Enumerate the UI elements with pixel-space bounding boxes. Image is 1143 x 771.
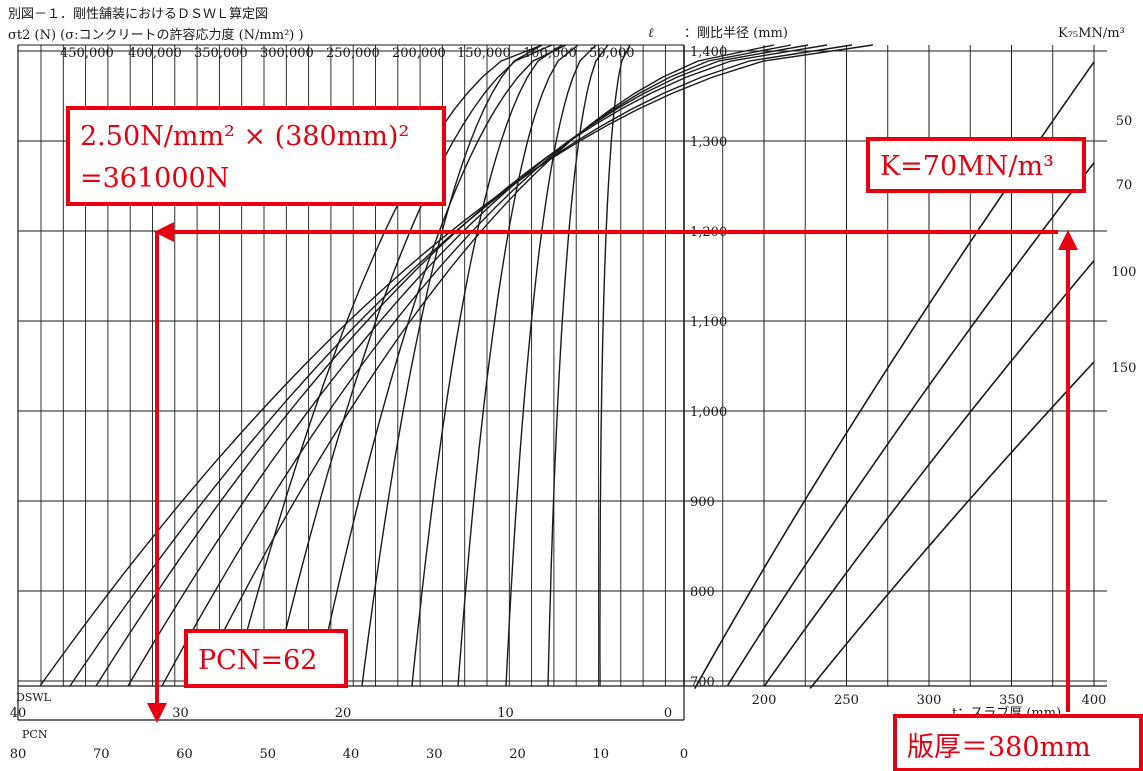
center-axis-tick: 700 xyxy=(690,675,715,690)
stress-curve xyxy=(361,44,543,687)
dswl-tick: 10 xyxy=(497,706,514,721)
sigma-tick: 450,000 xyxy=(60,46,114,61)
sigma-tick: 200,000 xyxy=(392,46,446,61)
pcn-tick: 60 xyxy=(176,747,193,762)
pcn-tick: 20 xyxy=(509,747,526,762)
k-axis-label: K₇₅MN/m³ xyxy=(1058,26,1125,41)
sigma-tick: 250,000 xyxy=(326,46,380,61)
stress-curve xyxy=(547,44,609,687)
sigma-tick: 50,000 xyxy=(589,46,635,61)
center-axis-tick: 1,300 xyxy=(690,135,727,150)
stress-curve xyxy=(599,44,631,686)
chart-grid xyxy=(17,44,1107,721)
k-value-text: K=70MN/m³ xyxy=(880,151,1054,182)
pcn-down-arrowhead xyxy=(147,703,167,723)
k-series-lines xyxy=(694,61,1095,689)
center-axis-tick: 1,400 xyxy=(690,45,727,60)
dswl-tick: 0 xyxy=(664,706,672,721)
stress-curves xyxy=(39,44,874,687)
center-axis-tick: 800 xyxy=(690,585,715,600)
pcn-result-text: PCN=62 xyxy=(198,645,317,676)
dswl-tick: 20 xyxy=(335,706,352,721)
pcn-tick: 70 xyxy=(93,747,110,762)
stress-curve xyxy=(505,44,597,687)
stress-curve xyxy=(271,44,553,687)
dswl-tick: 30 xyxy=(172,706,189,721)
k-value-box xyxy=(866,137,1086,193)
pcn-result-box xyxy=(184,629,348,688)
center-axis-tick: 900 xyxy=(690,495,715,510)
k-series-label: 50 xyxy=(1116,114,1133,129)
stress-curve xyxy=(315,44,567,687)
stress-curve xyxy=(39,44,874,687)
k-series-line xyxy=(809,361,1095,689)
pcn-tick: 30 xyxy=(426,747,443,762)
slab-up-arrowhead xyxy=(1058,230,1078,250)
slab-thickness-box xyxy=(893,714,1143,771)
slab-tick: 250 xyxy=(834,693,859,708)
slab-tick: 350 xyxy=(999,693,1024,708)
k-series-line xyxy=(727,162,1095,686)
slab-tick: 200 xyxy=(752,693,777,708)
stress-curve xyxy=(69,44,853,687)
sigma-tick: 100,000 xyxy=(523,46,577,61)
chart-title: 別図－１．剛性舗装におけるＤＳＷＬ算定図 xyxy=(8,7,268,22)
slab-tick: 400 xyxy=(1082,693,1107,708)
chart-labels: 1,4001,3001,2001,1001,000900800700450,00… xyxy=(10,45,1137,762)
dswl-tick: 40 xyxy=(10,706,27,721)
center-axis-label: ：剛比半径 (mm) xyxy=(684,26,788,41)
stress-calc-line2: =361000N xyxy=(80,163,229,194)
stress-calc-box xyxy=(66,106,446,206)
center-axis-tick: 1,100 xyxy=(690,315,727,330)
k-series-label: 100 xyxy=(1112,265,1137,280)
dswl-label: DSWL xyxy=(16,691,52,704)
k-series-line xyxy=(763,260,1095,687)
stress-curve xyxy=(411,44,563,687)
stress-calc-line1: 2.50N/mm² × (380mm)² xyxy=(80,121,409,152)
pcn-tick: 0 xyxy=(680,747,688,762)
k-series-label: 70 xyxy=(1116,178,1133,193)
pcn-tick: 10 xyxy=(592,747,609,762)
radius-left-arrowhead xyxy=(154,222,174,242)
pcn-tick: 50 xyxy=(259,747,276,762)
center-axis-symbol: ℓ xyxy=(648,26,654,41)
sigma-tick: 350,000 xyxy=(194,46,248,61)
k-series-label: 150 xyxy=(1112,361,1137,376)
top-axis-label: σt2 (N) (σ:コンクリートの許容応力度 (N/mm²) ) xyxy=(8,27,304,43)
sigma-tick: 300,000 xyxy=(260,46,314,61)
stress-curve xyxy=(457,44,579,687)
stress-curve xyxy=(195,44,775,687)
pcn-label: PCN xyxy=(22,728,48,741)
slab-tick: 300 xyxy=(917,693,942,708)
pcn-tick: 80 xyxy=(10,747,27,762)
annotation-layer: 2.50N/mm² × (380mm)² =361000N K=70MN/m³ … xyxy=(66,106,1143,771)
sigma-tick: 150,000 xyxy=(457,46,511,61)
pcn-tick: 40 xyxy=(343,747,360,762)
slab-thickness-text: 版厚＝380mm xyxy=(907,732,1091,763)
center-axis-tick: 1,000 xyxy=(690,405,727,420)
sigma-tick: 400,000 xyxy=(128,46,182,61)
